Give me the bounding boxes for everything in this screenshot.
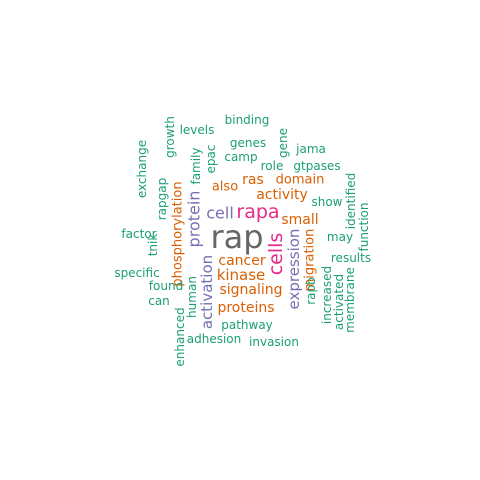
word-role: role	[261, 159, 284, 173]
word-family: family	[189, 147, 203, 184]
word-activation: activation	[198, 255, 216, 329]
word-camp: camp	[224, 150, 257, 164]
word-tnik: tnik	[146, 234, 160, 257]
word-rap: rap	[210, 218, 263, 256]
word-growth: growth	[163, 116, 177, 158]
word-adhesion: adhesion	[187, 332, 242, 346]
word-specific: specific	[114, 266, 159, 280]
word-results: results	[331, 251, 371, 265]
word-cells: cells	[265, 233, 287, 276]
word-invasion: invasion	[249, 335, 299, 349]
word-factor: factor	[121, 227, 156, 241]
word-show: show	[311, 195, 342, 209]
word-found: found	[149, 279, 183, 293]
word-rapa: rapa	[236, 201, 279, 223]
word-membrane: membrane	[343, 267, 357, 333]
word-function: function	[357, 202, 371, 251]
word-protein: protein	[185, 191, 204, 248]
word-activity: activity	[256, 187, 308, 203]
word-levels: levels	[180, 123, 215, 137]
word-genes: genes	[230, 136, 266, 150]
word-cancer: cancer	[218, 253, 265, 269]
word-can: can	[148, 294, 170, 308]
word-gene: gene	[276, 128, 290, 158]
word-expression: expression	[285, 229, 303, 310]
word-phosphorylation: phosphorylation	[171, 181, 186, 286]
word-epac: epac	[204, 145, 218, 174]
word-enhanced: enhanced	[173, 307, 187, 366]
word-proteins: proteins	[217, 300, 274, 316]
word-human: human	[185, 276, 199, 318]
word-cell: cell	[206, 204, 234, 223]
word-domain: domain	[276, 173, 325, 188]
word-binding: binding	[225, 113, 270, 127]
word-rapgap: rapgap	[155, 178, 169, 221]
word-exchange: exchange	[135, 140, 149, 198]
word-ras: ras	[242, 172, 264, 188]
word-gtpases: gtpases	[293, 159, 340, 173]
word-pathway: pathway	[221, 318, 273, 332]
word-jama: jama	[295, 142, 326, 156]
word-kinase: kinase	[217, 266, 266, 284]
word-increased: increased	[320, 266, 334, 324]
word-identified: identified	[344, 173, 358, 230]
word-also: also	[212, 180, 238, 195]
word-rapb: rapb	[304, 277, 318, 305]
word-small: small	[281, 212, 318, 228]
word-may: may	[327, 230, 353, 244]
word-migration: migration	[303, 229, 318, 292]
word-signaling: signaling	[219, 282, 282, 298]
word-activated: activated	[332, 274, 346, 330]
